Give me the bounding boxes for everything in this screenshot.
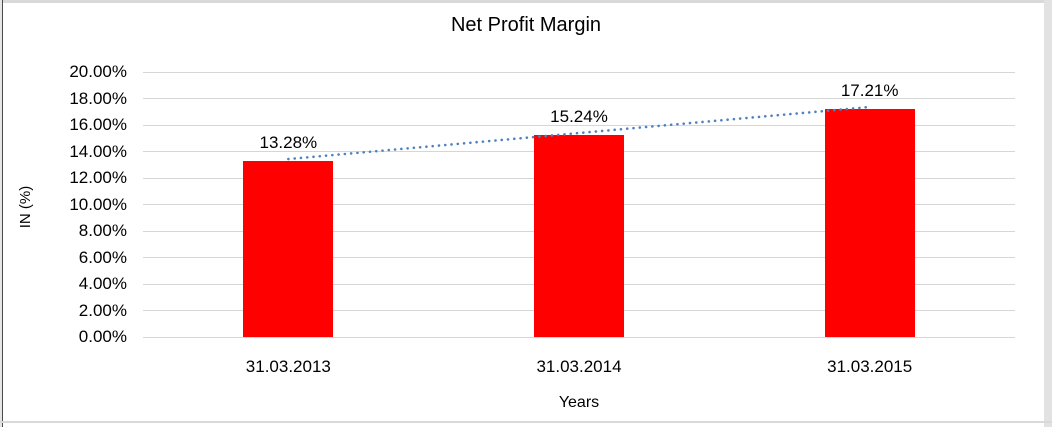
y-tick-label: 4.00%	[78, 274, 127, 293]
y-tick-label: 12.00%	[69, 168, 127, 187]
bar-31.03.2014	[534, 135, 624, 337]
frame-border-bottom	[0, 421, 1052, 423]
y-tick-label: 16.00%	[69, 115, 127, 134]
y-tick-label: 0.00%	[78, 327, 127, 346]
y-tick-label: 6.00%	[78, 247, 127, 267]
y-tick-label: 2.00%	[78, 300, 127, 320]
bar-value-label: 13.28%	[259, 133, 318, 153]
gridline	[143, 98, 1015, 99]
plot-area	[143, 71, 1015, 338]
y-axis-title: IN (%)	[17, 185, 34, 229]
chart-title: Net Profit Margin	[450, 14, 602, 36]
y-tick-label: 20.00%	[69, 62, 127, 81]
gridline	[143, 336, 1015, 338]
gridline	[143, 71, 1015, 73]
x-category-label: 31.03.2013	[245, 357, 331, 376]
gridline	[143, 124, 1015, 126]
bar-value-label: 15.24%	[550, 107, 608, 127]
bar-value-label: 17.21%	[840, 80, 899, 100]
frame-border-top	[0, 0, 1052, 3]
y-tick-label: 10.00%	[69, 194, 127, 214]
x-axis-title: Years	[558, 394, 600, 411]
trendline	[287, 105, 871, 161]
frame-border-right	[1044, 0, 1052, 427]
frame-border-left-outer	[0, 0, 2, 427]
y-tick-label: 8.00%	[78, 221, 127, 240]
bar-31.03.2015	[824, 108, 915, 337]
bar-31.03.2013	[243, 161, 334, 337]
x-category-label: 31.03.2014	[536, 357, 622, 376]
y-tick-label: 18.00%	[69, 88, 127, 108]
x-category-label: 31.03.2015	[827, 357, 913, 376]
frame-border-left-inner	[2, 0, 3, 427]
y-tick-label: 14.00%	[69, 141, 127, 161]
